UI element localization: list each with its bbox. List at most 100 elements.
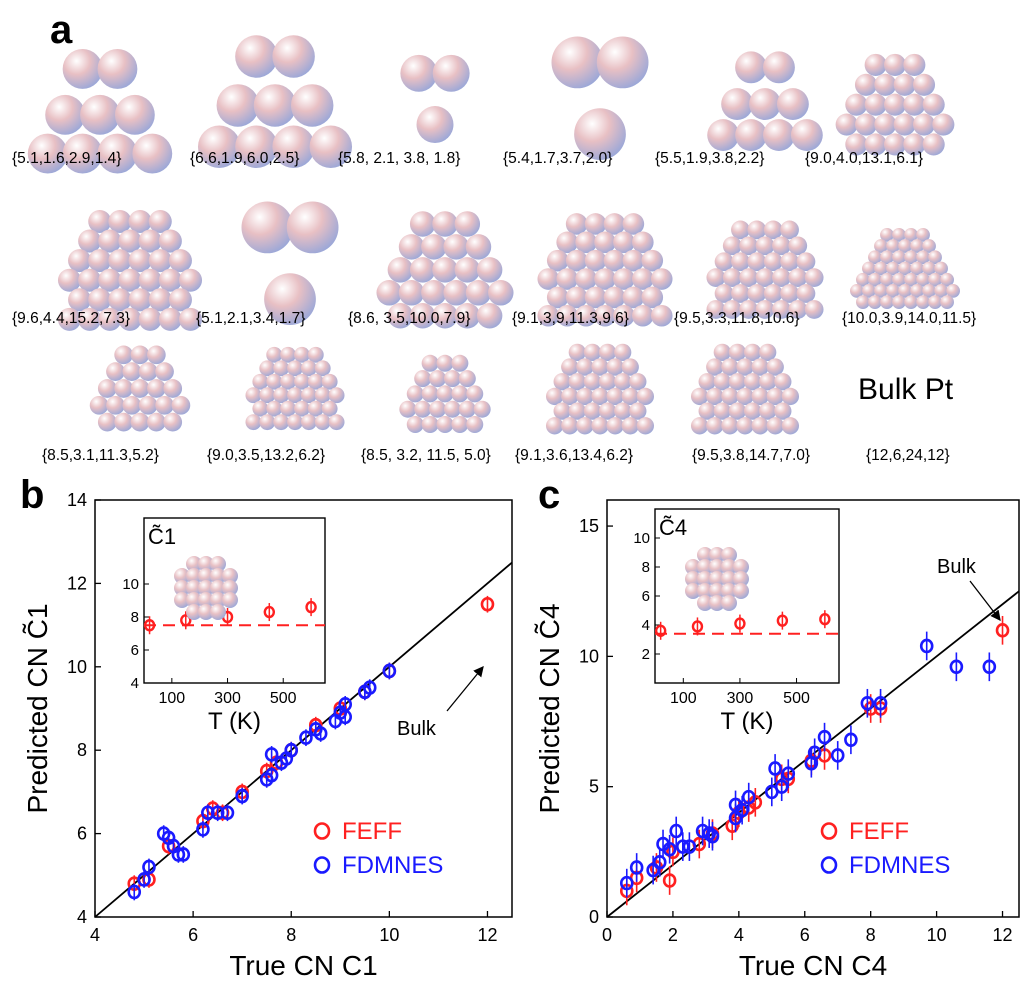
- atom-sphere: [222, 568, 238, 584]
- inset-y-tick-label: 2: [642, 646, 650, 663]
- atom-sphere: [622, 286, 645, 309]
- atom-sphere: [222, 580, 238, 596]
- inset-x-label: T (K): [208, 708, 261, 735]
- atom-sphere: [721, 559, 737, 575]
- bulk-pt-title: Bulk Pt: [858, 373, 954, 406]
- atom-sphere: [697, 559, 713, 575]
- panel-label-b: b: [20, 473, 45, 517]
- inset-y-tick-label: 6: [131, 642, 139, 659]
- atom-sphere: [409, 211, 436, 237]
- atom-sphere: [307, 347, 324, 364]
- y-tick-label: 0: [589, 907, 599, 927]
- cluster-cn-label: {12,6,24,12}: [866, 447, 950, 464]
- atom-sphere: [898, 239, 912, 254]
- atom-sphere: [546, 286, 569, 309]
- atom-sphere: [241, 201, 294, 253]
- atom-sphere: [697, 595, 713, 611]
- x-tick-label: 4: [734, 925, 744, 945]
- atom-sphere: [272, 35, 315, 78]
- atom-sphere: [743, 373, 762, 391]
- atom-sphere: [118, 307, 142, 331]
- atom-sphere: [780, 220, 799, 240]
- fdmnes-point: [768, 761, 782, 776]
- atom-sphere: [614, 343, 632, 362]
- atom-sphere: [253, 84, 297, 127]
- atom-sphere: [465, 234, 492, 260]
- atom-sphere: [583, 373, 602, 391]
- atom-sphere: [130, 413, 150, 432]
- x-tick-label: 12: [477, 925, 497, 945]
- fdmnes-point: [844, 732, 858, 748]
- atom-sphere: [613, 305, 635, 327]
- atom-sphere: [163, 413, 183, 432]
- atom-sphere: [946, 284, 960, 299]
- atom-sphere: [198, 604, 214, 620]
- atom-sphere: [198, 580, 214, 596]
- atom-sphere: [556, 305, 578, 327]
- atom-sphere: [565, 213, 588, 236]
- atom-sphere: [641, 250, 664, 272]
- legend-marker: [820, 856, 838, 874]
- atom-sphere: [721, 417, 739, 435]
- atom-sphere: [736, 417, 754, 435]
- atom-sphere: [62, 133, 103, 174]
- atom-sphere: [266, 374, 283, 390]
- atom-sphere: [321, 401, 338, 417]
- atom-sphere: [122, 362, 142, 382]
- inset-point: [691, 620, 704, 633]
- x-tick-label: 6: [188, 925, 198, 945]
- inset-point: [263, 605, 276, 619]
- atom-sphere: [904, 295, 918, 310]
- atom-sphere: [892, 250, 906, 265]
- atom-sphere: [910, 284, 924, 299]
- atom-sphere: [409, 303, 436, 329]
- atom-sphere: [197, 125, 241, 168]
- atom-sphere: [128, 249, 152, 273]
- atom-sphere: [721, 583, 737, 599]
- x-tick-label: 8: [286, 925, 296, 945]
- cluster-image: [530, 36, 670, 160]
- atom-sphere: [280, 347, 296, 364]
- atom-sphere: [892, 273, 906, 287]
- atom-sphere: [118, 268, 142, 292]
- atom-sphere: [731, 283, 750, 303]
- atom-sphere: [400, 54, 438, 92]
- atom-sphere: [155, 396, 174, 415]
- atom-sphere: [796, 252, 816, 271]
- atom-sphere: [722, 299, 742, 319]
- fdmnes-point: [919, 638, 934, 654]
- atom-sphere: [613, 268, 635, 291]
- inset-y-label: C̃1: [148, 524, 176, 549]
- fdmnes-point: [705, 828, 720, 844]
- atom-sphere: [707, 119, 740, 151]
- atom-sphere: [545, 387, 564, 406]
- atom-sphere: [210, 568, 226, 584]
- y-tick-label: 10: [67, 657, 87, 677]
- atom-sphere: [728, 373, 747, 391]
- atom-sphere: [641, 286, 664, 309]
- atom-sphere: [210, 580, 226, 596]
- atom-sphere: [739, 299, 758, 319]
- atom-sphere: [198, 568, 214, 584]
- feff-point: [995, 623, 1010, 638]
- atom-sphere: [466, 415, 484, 433]
- atom-sphere: [568, 402, 586, 420]
- atom-sphere: [636, 387, 655, 406]
- fdmnes-point: [774, 779, 789, 794]
- legend-label: FDMNES: [342, 852, 443, 879]
- atom-sphere: [636, 417, 655, 435]
- cluster-image: [685, 334, 805, 436]
- atom-sphere: [259, 387, 276, 404]
- atom-sphere: [880, 250, 894, 265]
- plot-frame: [606, 499, 1020, 918]
- atom-sphere: [796, 283, 816, 303]
- atom-sphere: [280, 401, 296, 417]
- atom-sphere: [706, 387, 724, 406]
- cluster-cn-label: {10.0,3.9,14.0,11.5}: [842, 310, 977, 327]
- atom-sphere: [466, 384, 484, 402]
- atom-sphere: [576, 358, 594, 376]
- inset-y-label: C̃4: [659, 515, 687, 540]
- atom-sphere: [575, 305, 597, 327]
- atom-sphere: [697, 571, 713, 587]
- atom-sphere: [934, 284, 948, 299]
